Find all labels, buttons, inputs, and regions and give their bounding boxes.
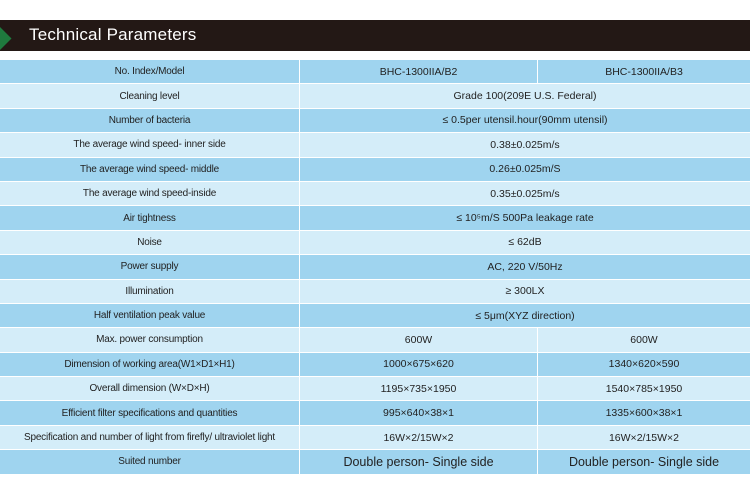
row-label: Half ventilation peak value [0,303,300,329]
table-row: Air tightness ≤ 10⁵m/S 500Pa leakage rat… [0,206,750,231]
row-label: The average wind speed- inner side [0,133,300,158]
row-label: Cleaning level [0,84,300,109]
model-b3-value: Double person- Single side [538,450,750,475]
row-value: 0.38±0.025m/s [300,133,750,158]
model-b2-value: 1195×735×1950 [300,377,538,402]
row-label: The average wind speed- middle [0,157,300,182]
table-row: The average wind speed-inside 0.35±0.025… [0,181,750,207]
row-value: ≤ 10⁵m/S 500Pa leakage rate [300,206,750,231]
row-label: Specification and number of light from f… [0,425,300,451]
row-value: Grade 100(209E U.S. Federal) [300,84,750,109]
model-b2-value: 600W [300,328,538,353]
model-b2-value: Double person- Single side [300,450,538,475]
model-b2-value: 1000×675×620 [300,352,538,378]
row-label: No. Index/Model [0,60,300,85]
table-row: Suited number Double person- Single side… [0,450,750,475]
model-b2-value: 16W×2/15W×2 [300,425,538,451]
table-row: No. Index/Model BHC-1300IIA/B2 BHC-1300I… [0,60,750,85]
table-row: Specification and number of light from f… [0,425,750,451]
row-label: Efficient filter specifications and quan… [0,401,300,426]
table-row: Dimension of working area(W1×D1×H1) 1000… [0,352,750,378]
model-b3-value: 1340×620×590 [538,352,750,378]
model-b3-value: BHC-1300IIA/B3 [538,60,750,85]
row-label: Dimension of working area(W1×D1×H1) [0,352,300,378]
table-row: Power supply AC, 220 V/50Hz [0,255,750,280]
row-label: Air tightness [0,206,300,231]
row-value: ≤ 0.5per utensil.hour(90mm utensil) [300,108,750,134]
table-row: Number of bacteria ≤ 0.5per utensil.hour… [0,108,750,134]
page-title: Technical Parameters [29,25,197,44]
row-value: 0.35±0.025m/s [300,181,750,207]
table-row: Efficient filter specifications and quan… [0,401,750,426]
row-label: Noise [0,230,300,256]
table-row: Cleaning level Grade 100(209E U.S. Feder… [0,84,750,109]
row-value: ≤ 62dB [300,230,750,256]
header-bar: Technical Parameters [0,20,750,51]
model-b2-value: BHC-1300IIA/B2 [300,60,538,85]
row-value: 0.26±0.025m/S [300,157,750,182]
row-label: The average wind speed-inside [0,181,300,207]
model-b2-value: 995×640×38×1 [300,401,538,426]
row-value: AC, 220 V/50Hz [300,255,750,280]
parameters-table: No. Index/Model BHC-1300IIA/B2 BHC-1300I… [0,60,750,475]
table-row: Overall dimension (W×D×H) 1195×735×1950 … [0,377,750,402]
accent-triangle [0,26,12,51]
table-row: The average wind speed- inner side 0.38±… [0,133,750,158]
table-row: The average wind speed- middle 0.26±0.02… [0,157,750,182]
table-row: Half ventilation peak value ≤ 5μm(XYZ di… [0,303,750,329]
table-row: Noise ≤ 62dB [0,230,750,256]
model-b3-value: 600W [538,328,750,353]
table-row: Max. power consumption 600W 600W [0,328,750,353]
row-label: Number of bacteria [0,108,300,134]
row-value: ≤ 5μm(XYZ direction) [300,303,750,329]
model-b3-value: 1335×600×38×1 [538,401,750,426]
row-value: ≥ 300LX [300,279,750,304]
row-label: Overall dimension (W×D×H) [0,377,300,402]
row-label: Suited number [0,450,300,475]
model-b3-value: 1540×785×1950 [538,377,750,402]
row-label: Max. power consumption [0,328,300,353]
model-b3-value: 16W×2/15W×2 [538,425,750,451]
row-label: Power supply [0,255,300,280]
row-label: Illumination [0,279,300,304]
table-row: Illumination ≥ 300LX [0,279,750,304]
